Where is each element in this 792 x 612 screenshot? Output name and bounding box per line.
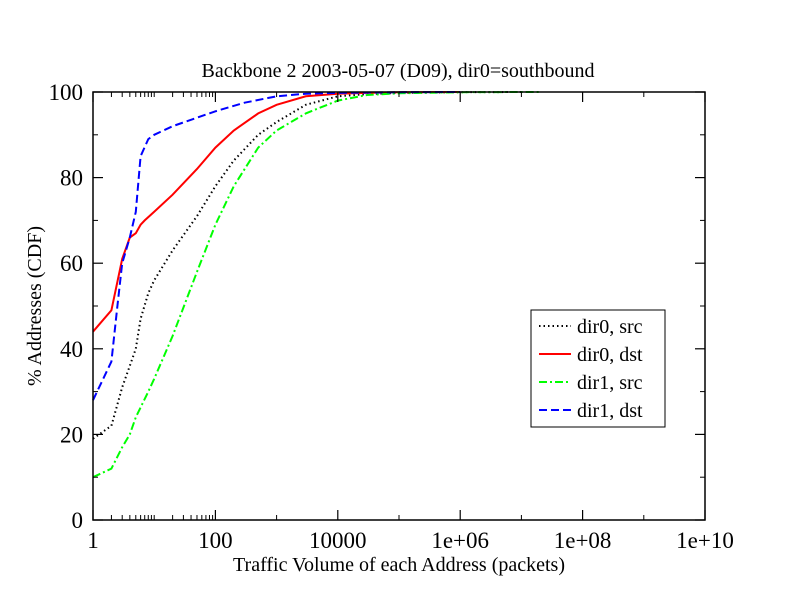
legend-label-1: dir0, src [577, 316, 643, 338]
legend-label-3: dir1, src [577, 372, 643, 394]
x-tick-label: 1e+06 [431, 528, 489, 553]
x-tick-label: 100 [198, 528, 233, 553]
series-line-3 [92, 91, 540, 479]
chart-title: Backbone 2 2003-05-07 (D09), dir0=southb… [202, 60, 595, 82]
series-line-4 [92, 91, 461, 401]
legend-box [530, 309, 666, 428]
axis-ticks [92, 91, 706, 521]
x-tick-label: 10000 [309, 528, 367, 553]
y-axis-label: % Addresses (CDF) [24, 226, 46, 386]
y-tick-label: 80 [60, 166, 83, 191]
legend-label-2: dir0, dst [577, 344, 643, 366]
y-tick-label: 0 [72, 508, 84, 533]
y-tick-label: 40 [60, 337, 83, 362]
y-tick-label: 100 [49, 80, 84, 105]
y-tick-label: 60 [60, 251, 83, 276]
x-axis-label: Traffic Volume of each Address (packets) [233, 554, 565, 576]
x-tick-label: 1e+10 [676, 528, 734, 553]
x-tick-label: 1e+08 [554, 528, 612, 553]
legend: dir0, src dir0, dst dir1, src dir1, dst [530, 309, 666, 428]
legend-label-4: dir1, dst [577, 400, 643, 422]
y-tick-label: 20 [60, 422, 83, 447]
x-tick-label: 1 [87, 528, 99, 553]
axis-tick-labels: 1 100 10000 1e+06 1e+08 1e+10 0 20 40 60 80 100 [49, 80, 734, 553]
